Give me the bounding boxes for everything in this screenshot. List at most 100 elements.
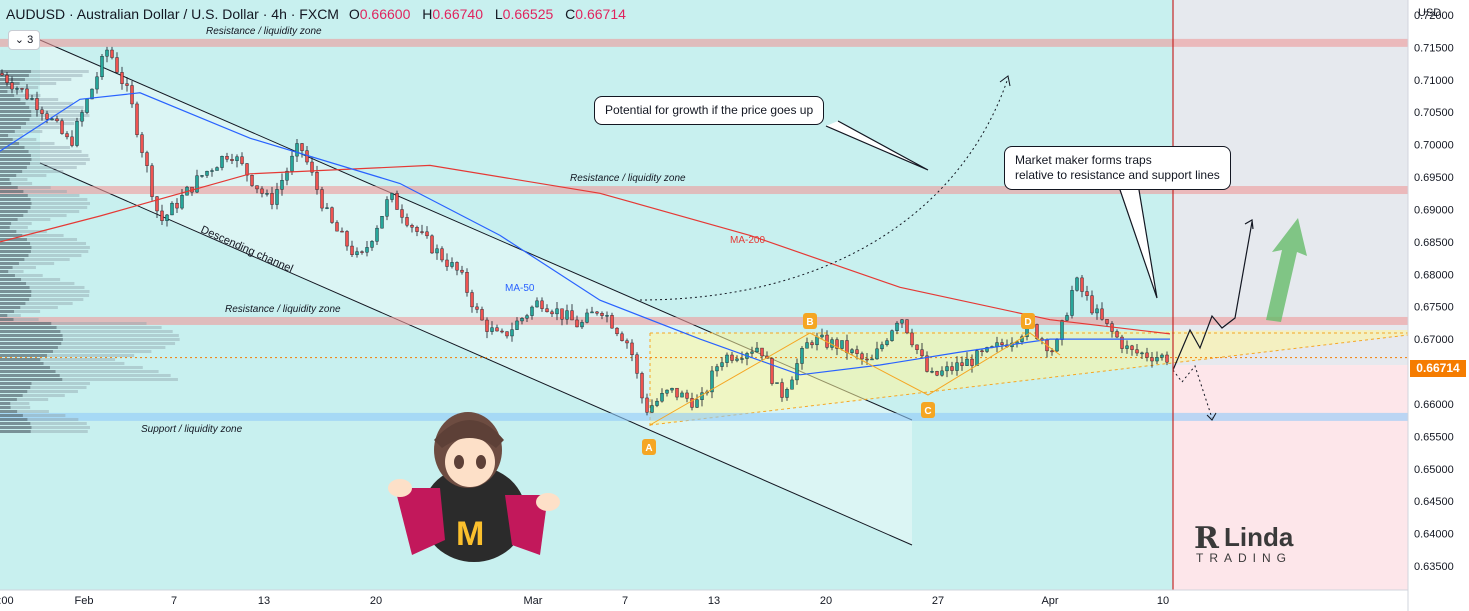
candle — [70, 136, 74, 146]
candle — [245, 163, 249, 176]
volume-bar — [0, 102, 26, 105]
volume-bar — [0, 406, 11, 409]
candle — [790, 379, 794, 390]
volume-bar — [0, 342, 62, 345]
volume-bar — [0, 318, 39, 321]
candle — [630, 342, 634, 356]
volume-bar — [0, 354, 135, 357]
candle — [680, 392, 684, 398]
candle — [0, 73, 4, 76]
y-tick-label: 0.67000 — [1414, 334, 1454, 346]
candle — [270, 193, 274, 205]
volume-bar — [0, 394, 65, 397]
candle — [1135, 349, 1139, 354]
candle — [265, 193, 269, 195]
volume-bar — [0, 430, 88, 433]
candle — [655, 400, 659, 406]
candle — [255, 185, 259, 190]
volume-bar — [0, 110, 32, 113]
last-price-label: 0.66714 — [1410, 360, 1466, 377]
time-axis-panel — [0, 590, 1408, 611]
point-marker-d — [1021, 313, 1035, 329]
projected-path — [1172, 221, 1253, 371]
candle — [315, 171, 319, 190]
candle — [610, 315, 614, 329]
zone-label: Resistance / liquidity zone — [206, 26, 322, 37]
candle — [390, 193, 394, 200]
volume-bar — [0, 250, 89, 253]
volume-bar — [0, 302, 73, 305]
candle — [995, 342, 999, 347]
volume-bar — [0, 190, 24, 193]
volume-bar — [0, 318, 14, 321]
candle — [520, 318, 524, 322]
candle — [345, 231, 349, 247]
x-tick-label: 20 — [370, 595, 382, 607]
candle — [645, 397, 649, 413]
candle — [275, 189, 279, 205]
volume-bar — [0, 362, 125, 365]
candle — [980, 350, 984, 353]
low-value: 0.66525 — [502, 6, 554, 22]
candle — [95, 76, 99, 90]
volume-bar — [0, 266, 13, 269]
candle — [325, 207, 329, 209]
y-tick-label: 0.64500 — [1414, 496, 1454, 508]
candle — [155, 196, 159, 212]
y-tick-label: 0.70500 — [1414, 107, 1454, 119]
volume-bar — [0, 374, 60, 377]
point-marker-c — [921, 402, 935, 418]
mcdonalds-logo-icon: Μ — [456, 515, 484, 553]
volume-bar — [0, 386, 87, 389]
candle — [1060, 320, 1064, 340]
volume-bar — [0, 394, 23, 397]
candle — [570, 310, 574, 321]
candle — [280, 180, 284, 190]
candle — [805, 342, 809, 349]
volume-bar — [0, 354, 47, 357]
open-label: O — [348, 6, 360, 22]
zone-label: Resistance / liquidity zone — [570, 173, 686, 184]
point-marker-a — [642, 439, 656, 455]
candle — [215, 167, 219, 171]
projected-down-path — [1172, 364, 1213, 419]
candle — [115, 57, 119, 73]
candle — [230, 159, 234, 161]
candle — [110, 49, 114, 58]
candle — [535, 300, 539, 308]
abcd-pattern — [649, 332, 1061, 426]
volume-bar — [0, 90, 8, 93]
candle — [720, 362, 724, 367]
volume-bar — [0, 414, 66, 417]
volume-bar — [0, 174, 17, 177]
candle — [515, 320, 519, 330]
volume-bar — [0, 274, 43, 277]
indicator-toggle-button[interactable]: ⌄ 3 — [8, 30, 40, 50]
volume-bar — [0, 222, 12, 225]
volume-bar — [0, 218, 51, 221]
volume-bar — [0, 82, 20, 85]
candle — [1070, 290, 1074, 316]
volume-bar — [0, 366, 50, 369]
volume-bar — [0, 90, 22, 93]
x-tick-label: 13 — [708, 595, 720, 607]
volume-bar — [0, 338, 63, 341]
candle — [15, 88, 19, 90]
volume-bar — [0, 250, 31, 253]
candle — [1165, 354, 1169, 363]
volume-bar — [0, 358, 41, 361]
volume-bar — [0, 234, 23, 237]
volume-bar — [0, 390, 78, 393]
volume-bar — [0, 78, 72, 81]
candle — [965, 358, 969, 366]
candle — [510, 329, 514, 337]
volume-bar — [0, 86, 14, 89]
x-tick-label: Mar — [524, 595, 543, 607]
chart-header: AUDUSD · Australian Dollar / U.S. Dollar… — [6, 6, 628, 22]
candle — [1125, 345, 1129, 349]
candle — [1140, 352, 1144, 355]
volume-bar — [0, 410, 49, 413]
candle — [220, 156, 224, 168]
candle — [490, 327, 494, 332]
